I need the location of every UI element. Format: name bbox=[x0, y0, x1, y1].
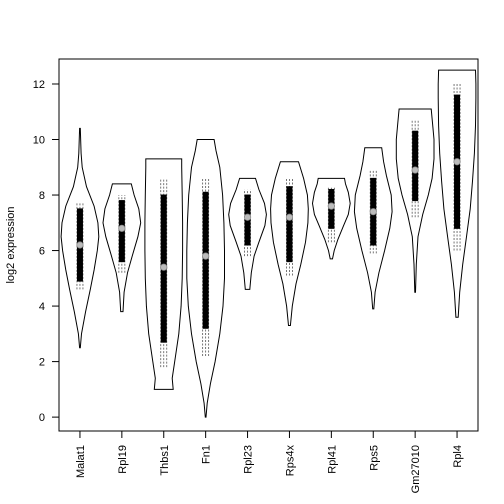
violin-Rpl4 bbox=[437, 69, 477, 318]
violin-outline bbox=[311, 177, 351, 260]
violin-outline bbox=[144, 158, 184, 390]
x-tick-label: Thbs1 bbox=[159, 445, 171, 476]
violin-outline bbox=[102, 183, 142, 313]
violins bbox=[60, 69, 477, 418]
median-marker bbox=[243, 213, 252, 221]
median-marker bbox=[411, 166, 419, 174]
x-tick-label: Fn1 bbox=[201, 445, 213, 464]
iqr-box bbox=[202, 191, 209, 329]
y-tick-label: 12 bbox=[33, 79, 45, 91]
y-tick-label: 4 bbox=[39, 301, 45, 313]
median-marker bbox=[369, 208, 377, 216]
violin-Rps4x bbox=[270, 161, 309, 326]
x-tick-label: Rpl23 bbox=[243, 445, 255, 474]
violin-outline bbox=[353, 147, 393, 310]
x-tick-label: Rpl41 bbox=[326, 445, 338, 474]
violin-Rpl19 bbox=[102, 183, 142, 313]
x-tick-label: Rpl19 bbox=[117, 445, 129, 474]
y-axis-label: log2 expression bbox=[5, 206, 17, 283]
x-tick-label: Rps5 bbox=[368, 445, 380, 471]
violin-outline bbox=[60, 127, 100, 349]
violin-Fn1 bbox=[186, 139, 225, 418]
x-tick-label: Rpl4 bbox=[452, 445, 464, 468]
x-tick-label: Rps4x bbox=[284, 445, 296, 477]
y-tick-label: 0 bbox=[39, 412, 45, 424]
violin-outline bbox=[395, 108, 435, 293]
x-tick-label: Gm27010 bbox=[410, 445, 422, 493]
violin-outline bbox=[186, 139, 225, 418]
median-marker bbox=[118, 224, 126, 232]
y-tick-label: 6 bbox=[39, 246, 45, 258]
median-marker bbox=[327, 202, 335, 210]
iqr-box bbox=[412, 130, 419, 202]
violin-Malat1 bbox=[60, 127, 100, 349]
violin-Rpl23 bbox=[228, 177, 267, 290]
violin-Rpl41 bbox=[311, 177, 351, 260]
median-marker bbox=[76, 241, 84, 249]
median-marker bbox=[453, 158, 461, 166]
violin-Rps5 bbox=[353, 147, 393, 310]
violin-outline bbox=[270, 161, 309, 326]
y-tick-label: 2 bbox=[39, 357, 45, 369]
y-axis: 0 2 4 6 8 10 12 bbox=[33, 79, 60, 424]
y-tick-label: 8 bbox=[39, 190, 45, 202]
y-tick-label: 10 bbox=[33, 135, 45, 147]
median-marker bbox=[285, 213, 294, 221]
iqr-box bbox=[286, 186, 293, 263]
violin-outline bbox=[437, 69, 477, 318]
median-marker bbox=[202, 252, 210, 260]
x-tick-label: Malat1 bbox=[75, 445, 87, 478]
x-axis: Malat1 Rpl19 Thbs1 Fn1 Rpl23 Rps4x Rpl41 Rps5 Gm… bbox=[75, 430, 464, 493]
violin-Thbs1 bbox=[144, 158, 184, 390]
violin-Gm27010 bbox=[395, 108, 435, 293]
violin-outline bbox=[228, 177, 267, 290]
median-marker bbox=[160, 263, 168, 271]
